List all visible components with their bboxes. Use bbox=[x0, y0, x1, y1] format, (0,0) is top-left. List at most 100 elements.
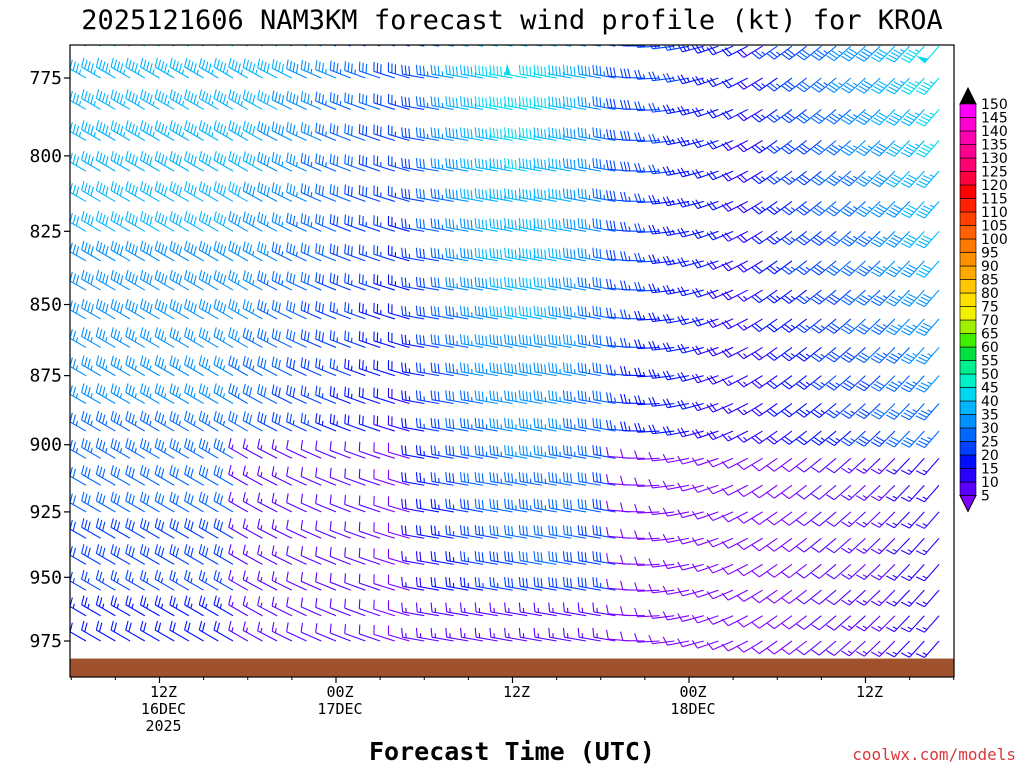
wind-barb bbox=[257, 151, 278, 172]
wind-barb bbox=[300, 571, 322, 591]
wind-barb bbox=[344, 468, 366, 486]
wind-barb bbox=[900, 615, 925, 633]
wind-barb bbox=[781, 77, 808, 92]
wind-barb bbox=[577, 305, 601, 320]
wind-barb bbox=[691, 511, 719, 520]
wind-barb bbox=[401, 127, 425, 142]
wind-barb bbox=[489, 445, 513, 459]
wind-barb bbox=[228, 181, 249, 202]
wind-barb bbox=[242, 355, 263, 377]
wind-barb bbox=[300, 357, 322, 377]
wind-barb bbox=[721, 511, 749, 523]
wind-barb bbox=[781, 457, 808, 473]
wind-barb bbox=[620, 366, 645, 377]
wind-barb bbox=[228, 491, 249, 513]
wind-barb bbox=[110, 120, 131, 141]
wind-barb bbox=[154, 211, 175, 232]
wind-barb bbox=[430, 362, 454, 377]
wind-barb bbox=[459, 417, 484, 432]
wind-barb bbox=[315, 183, 337, 202]
wind-barb bbox=[796, 347, 822, 362]
wind-barb bbox=[459, 305, 484, 320]
wind-barb bbox=[474, 445, 498, 459]
wind-barb bbox=[721, 346, 749, 358]
wind-barb bbox=[751, 563, 778, 578]
wind-barb bbox=[751, 537, 778, 552]
wind-barb bbox=[286, 121, 307, 141]
wind-barb bbox=[677, 343, 704, 354]
wind-barb bbox=[504, 525, 528, 539]
wind-barb bbox=[401, 525, 425, 539]
wind-barb bbox=[315, 597, 337, 617]
wind-barb bbox=[796, 430, 822, 446]
wind-barb bbox=[329, 330, 351, 348]
wind-barb bbox=[634, 450, 660, 460]
wind-barb bbox=[95, 438, 116, 459]
wind-barb bbox=[445, 305, 469, 320]
wind-barb bbox=[169, 491, 190, 513]
wind-barb bbox=[228, 327, 249, 348]
wind-barb bbox=[344, 330, 366, 348]
wind-barb bbox=[459, 188, 484, 202]
wind-barb bbox=[489, 362, 513, 377]
wind-barb bbox=[95, 383, 116, 404]
wind-barb bbox=[841, 201, 866, 217]
wind-barb bbox=[751, 457, 778, 472]
wind-barb bbox=[139, 150, 160, 172]
wind-barb bbox=[489, 627, 513, 642]
colorbar-swatch bbox=[959, 333, 977, 348]
wind-barb bbox=[81, 181, 101, 202]
wind-barb bbox=[721, 230, 749, 242]
wind-barb bbox=[358, 331, 381, 348]
wind-barb bbox=[766, 403, 793, 417]
wind-barb bbox=[706, 537, 734, 548]
wind-barb bbox=[691, 373, 719, 384]
wind-barb bbox=[562, 472, 587, 486]
wind-barb bbox=[169, 120, 190, 141]
wind-barb bbox=[125, 410, 146, 432]
wind-barb bbox=[184, 150, 204, 172]
wind-barb bbox=[125, 355, 146, 377]
wind-barb bbox=[577, 334, 601, 348]
wind-barb bbox=[648, 254, 675, 265]
wind-barb bbox=[459, 602, 484, 617]
wind-barb bbox=[751, 108, 778, 123]
wind-barb bbox=[184, 181, 204, 202]
wind-barb bbox=[489, 390, 513, 405]
wind-barb bbox=[766, 200, 793, 215]
wind-barb bbox=[300, 412, 322, 432]
wind-barb bbox=[329, 60, 351, 79]
wind-barb bbox=[826, 170, 852, 187]
wind-barb bbox=[125, 181, 146, 202]
wind-barb bbox=[577, 276, 601, 291]
wind-barb bbox=[169, 355, 190, 377]
wind-barb bbox=[766, 615, 793, 630]
wind-barb bbox=[885, 430, 911, 448]
wind-barb bbox=[662, 313, 690, 324]
wind-barb bbox=[781, 511, 808, 526]
wind-barb bbox=[401, 64, 425, 79]
wind-barb bbox=[154, 327, 175, 348]
wind-barb bbox=[401, 602, 425, 617]
colorbar-swatch bbox=[959, 400, 977, 415]
wind-barb bbox=[841, 77, 866, 94]
wind-barb bbox=[489, 525, 513, 539]
wind-barb bbox=[706, 260, 734, 270]
wind-barb bbox=[562, 390, 587, 405]
wind-barb bbox=[81, 544, 101, 565]
wind-barb bbox=[184, 595, 204, 617]
wind-barb bbox=[841, 170, 866, 187]
wind-barb bbox=[706, 77, 734, 88]
wind-barb bbox=[242, 544, 263, 565]
wind-barb bbox=[634, 530, 660, 540]
wind-barb bbox=[125, 569, 146, 591]
wind-barb bbox=[154, 518, 175, 539]
wind-barb bbox=[213, 465, 234, 486]
wind-barb bbox=[110, 327, 131, 348]
wind-barb bbox=[634, 252, 660, 263]
y-axis: 775 800 825 850 875 900 925 950 975 bbox=[29, 68, 70, 652]
wind-barb bbox=[900, 589, 925, 607]
wind-barb bbox=[271, 152, 293, 172]
wind-barb bbox=[445, 390, 469, 405]
wind-barb bbox=[95, 269, 116, 291]
